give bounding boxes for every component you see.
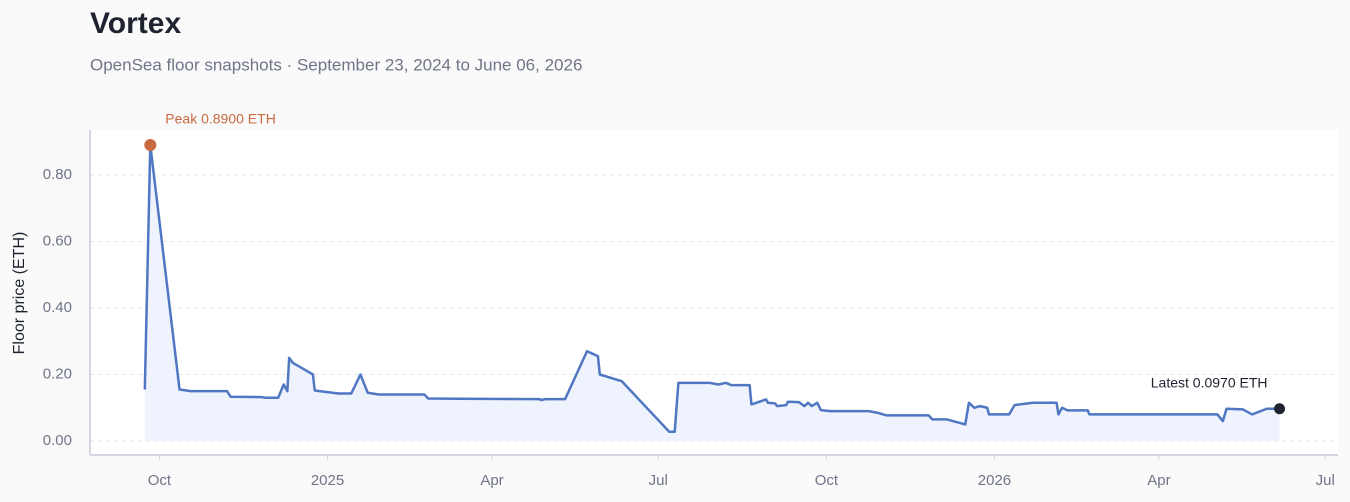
x-tick-label: 2026 (978, 472, 1011, 489)
x-tick-label: Jul (1316, 472, 1335, 489)
y-tick-label: 0.40 (43, 299, 72, 316)
latest-label: Latest 0.0970 ETH (1151, 374, 1268, 390)
x-tick-label: 2025 (311, 472, 344, 489)
chart-subtitle: OpenSea floor snapshots · September 23, … (90, 55, 582, 74)
x-tick-label: Oct (148, 472, 172, 489)
x-tick-label: Apr (1147, 472, 1170, 489)
y-tick-label: 0.00 (43, 432, 72, 449)
x-tick-label: Oct (815, 472, 839, 489)
peak-marker (144, 138, 157, 151)
y-tick-label: 0.20 (43, 365, 72, 382)
x-tick-label: Apr (480, 472, 503, 489)
chart-title: Vortex (90, 7, 181, 40)
y-tick-label: 0.60 (43, 232, 72, 249)
x-tick-label: Jul (649, 472, 668, 489)
latest-marker (1274, 403, 1286, 415)
area (144, 144, 1280, 442)
line (143, 143, 1280, 433)
y-tick-label: 0.80 (43, 166, 72, 183)
peak-label: Peak 0.8900 ETH (165, 111, 276, 127)
y-axis-label: Floor price (ETH) (11, 232, 28, 355)
